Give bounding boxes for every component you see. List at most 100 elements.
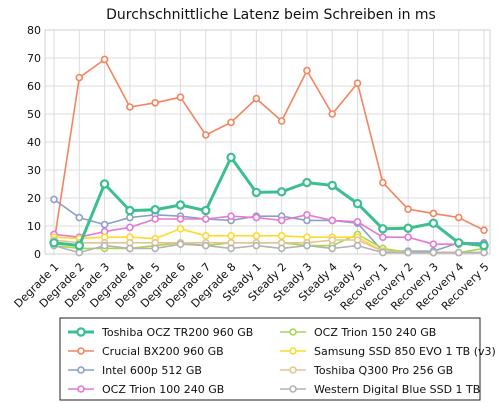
legend-marker <box>76 327 86 337</box>
data-point <box>353 218 362 226</box>
data-point <box>227 118 235 127</box>
data-point <box>404 248 412 257</box>
series-line <box>53 58 485 243</box>
data-point <box>454 213 463 222</box>
series-line <box>53 155 485 248</box>
data-point <box>302 177 312 188</box>
legend-marker <box>289 385 297 393</box>
data-point <box>454 248 463 257</box>
data-point <box>328 110 337 118</box>
legend-item: Samsung SSD 850 EVO 1 TB (v3) <box>280 345 496 358</box>
data-point <box>353 241 362 250</box>
data-point <box>379 178 387 187</box>
y-tick-label: 60 <box>27 80 41 93</box>
data-point <box>226 152 236 163</box>
legend-item: Crucial BX200 960 GB <box>68 345 224 358</box>
y-tick-label: 0 <box>34 248 41 261</box>
data-point <box>176 225 185 233</box>
y-tick-label: 20 <box>27 192 41 205</box>
legend-marker <box>77 366 85 374</box>
data-point <box>100 55 109 64</box>
data-point <box>480 248 488 257</box>
data-point <box>176 215 185 223</box>
data-point <box>50 195 58 204</box>
data-point <box>404 233 412 241</box>
data-point <box>175 200 186 210</box>
legend-marker <box>289 328 297 336</box>
data-point <box>479 240 489 251</box>
series-3 <box>50 211 488 248</box>
data-point <box>303 241 311 250</box>
data-point <box>201 241 210 250</box>
data-point <box>276 187 287 197</box>
legend-marker <box>77 385 85 393</box>
legend-item: OCZ Trion 150 240 GB <box>280 326 436 339</box>
legend-label: Crucial BX200 960 GB <box>102 345 224 358</box>
data-point <box>126 103 134 111</box>
chart-title: Durchschnittliche Latenz beim Schreiben … <box>106 7 436 23</box>
series-group <box>49 55 489 257</box>
series-line <box>53 214 484 245</box>
legend-item: Toshiba OCZ TR200 960 GB <box>68 326 253 339</box>
data-point <box>403 223 413 233</box>
y-tick-label: 40 <box>27 136 41 149</box>
legend-marker <box>289 347 297 355</box>
data-point <box>327 180 337 191</box>
data-point <box>429 209 438 218</box>
series-0 <box>49 152 489 251</box>
series-line <box>53 243 484 254</box>
data-point <box>176 93 185 101</box>
data-point <box>277 216 286 225</box>
data-point <box>150 205 160 215</box>
legend-label: OCZ Trion 100 240 GB <box>102 383 224 396</box>
data-point <box>252 94 261 103</box>
data-point <box>277 232 286 240</box>
data-point <box>378 224 388 234</box>
legend-label: Toshiba Q300 Pro 256 GB <box>313 364 453 377</box>
data-point <box>379 233 387 241</box>
data-point <box>352 198 363 209</box>
y-tick-label: 10 <box>27 220 41 233</box>
data-point <box>353 79 362 87</box>
data-point <box>252 213 261 222</box>
series-1 <box>50 55 488 247</box>
data-point <box>151 99 159 107</box>
data-point <box>227 244 235 253</box>
data-point <box>100 220 109 229</box>
data-point <box>429 248 438 257</box>
data-point <box>328 216 337 225</box>
legend: Toshiba OCZ TR200 960 GB Crucial BX200 96… <box>59 317 496 401</box>
data-point <box>201 232 210 240</box>
data-point <box>100 241 109 250</box>
data-point <box>151 215 159 223</box>
y-tick-label: 50 <box>27 108 41 121</box>
data-point <box>379 248 387 257</box>
legend-marker <box>77 347 85 355</box>
data-point <box>75 73 84 82</box>
data-point <box>454 238 464 248</box>
legend-box <box>59 317 481 401</box>
data-point <box>49 238 59 248</box>
data-point <box>201 131 210 139</box>
data-point <box>252 241 261 250</box>
data-point <box>252 232 261 240</box>
series-line <box>53 198 484 252</box>
data-point <box>328 244 337 253</box>
legend-item: Western Digital Blue SSD 1 TB <box>280 383 480 396</box>
data-point <box>429 240 438 248</box>
data-point <box>328 236 337 244</box>
data-point <box>75 213 84 222</box>
data-point <box>125 205 135 216</box>
plot-frame <box>44 29 491 255</box>
data-point <box>480 226 488 234</box>
legend-label: Toshiba OCZ TR200 960 GB <box>101 326 253 339</box>
data-point <box>227 212 235 220</box>
data-point <box>151 244 159 253</box>
data-point <box>428 218 439 228</box>
legend-label: OCZ Trion 150 240 GB <box>314 326 436 339</box>
data-point <box>126 213 134 222</box>
legend-label: Samsung SSD 850 EVO 1 TB (v3) <box>314 345 496 358</box>
data-point <box>277 117 286 125</box>
